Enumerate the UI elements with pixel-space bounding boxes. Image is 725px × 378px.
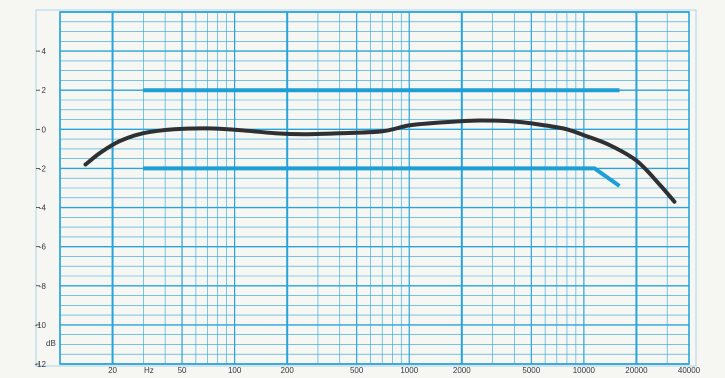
y-tick-label: 0 [42,125,47,134]
x-tick-label: 500 [350,366,364,375]
y-tick-label: -12 [34,360,46,369]
x-tick-label: 5000 [522,366,540,375]
x-axis-tick-labels: 20 50 100 200 500 1000 2000 5000 10000 20000 40000 [108,366,701,375]
y-tick-label: -4 [39,204,47,213]
x-axis-unit-label: Hz [144,366,154,375]
series-lower-tolerance-line [143,166,621,188]
plot-border [59,11,690,365]
paper-border [35,9,697,367]
plot-frame [35,9,697,367]
x-tick-label: 1000 [400,366,418,375]
series-layer [83,88,677,204]
x-tick-label: 200 [281,366,295,375]
y-axis-unit-label: dB [46,339,56,348]
series-frequency-response-line [83,118,677,204]
x-tick-label: 20000 [625,366,648,375]
y-tick-label: -10 [34,321,46,330]
x-tick-label: 2000 [453,366,471,375]
x-tick-label: 100 [228,366,242,375]
y-tick-label: -6 [39,243,47,252]
y-tick-label: -8 [39,282,47,291]
y-tick-label: 4 [42,47,47,56]
y-tick-label: 2 [42,86,47,95]
x-tick-label: 10000 [573,366,596,375]
x-tick-label: 50 [178,366,187,375]
x-tick-label: 20 [108,366,117,375]
x-tick-label: 40000 [678,366,701,375]
y-axis-tick-labels: 4 2 0 -2 -4 -6 -8 -10 -12 [34,47,46,369]
y-tick-label: -2 [39,164,47,173]
